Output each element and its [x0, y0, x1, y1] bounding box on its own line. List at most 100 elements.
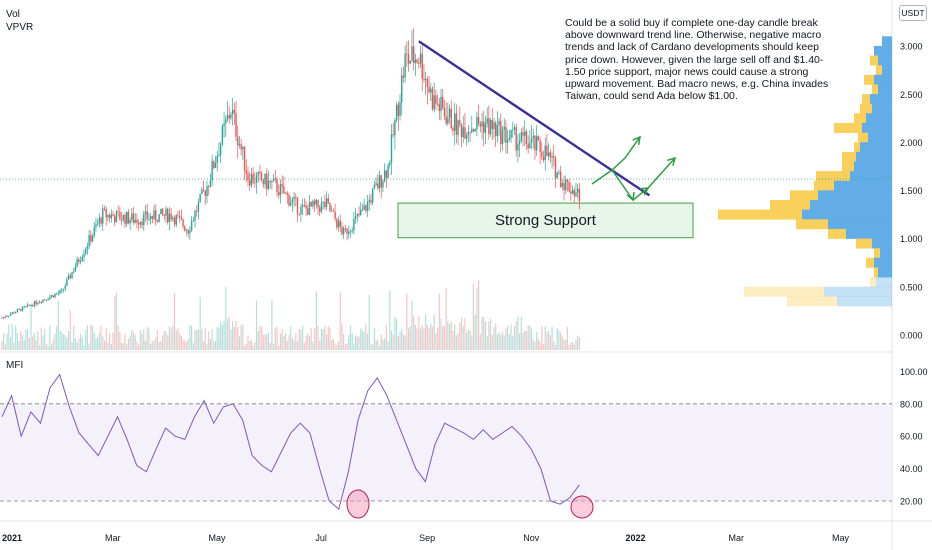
candle-body: [368, 199, 370, 202]
candle-body: [479, 123, 482, 127]
candle-body: [339, 220, 341, 227]
volume-bar: [189, 325, 191, 350]
candle-body: [559, 171, 562, 187]
candle-body: [238, 144, 241, 146]
volume-bar: [489, 318, 492, 350]
volume-bar: [443, 325, 446, 350]
candle-body: [11, 312, 13, 315]
candle-body: [392, 134, 394, 136]
volume-bar: [173, 292, 176, 350]
volume-bar: [261, 326, 263, 350]
volume-bar: [196, 329, 198, 350]
volume-bar: [170, 328, 172, 350]
candle-body: [83, 253, 85, 258]
vpvr-up-bar: [880, 248, 892, 259]
price-tick-label: 3.000: [900, 42, 923, 52]
volume-bar: [349, 325, 352, 350]
candle-body: [481, 121, 483, 127]
volume-bar: [109, 333, 111, 350]
volume-bar: [319, 340, 321, 350]
overlay: [0, 40, 892, 202]
candle-body: [163, 214, 165, 216]
volume-bar: [542, 344, 545, 350]
volume-bar: [52, 339, 54, 350]
candle-body: [122, 214, 124, 221]
volume-bar: [307, 333, 309, 350]
candle-body: [307, 208, 309, 215]
volume-bar: [151, 340, 153, 350]
candle-body: [518, 141, 521, 145]
volume-bar: [134, 335, 136, 350]
vpvr-up-bar: [868, 132, 892, 143]
volume-bar: [409, 326, 411, 350]
candle-body: [424, 78, 427, 81]
volume-bar: [257, 331, 259, 350]
volume-bar: [305, 335, 307, 350]
currency-badge[interactable]: USDT: [899, 5, 927, 21]
candle-body: [484, 123, 487, 133]
volume-bar: [177, 328, 179, 350]
candle-body: [202, 189, 205, 191]
candle-body: [139, 221, 142, 225]
volume-bar: [127, 338, 130, 350]
candle-body: [443, 107, 446, 116]
candle-body: [223, 123, 225, 127]
volume-bar: [191, 325, 193, 350]
candle-body: [281, 184, 283, 187]
volume-bar: [433, 314, 435, 350]
candle-body: [390, 134, 393, 163]
volume-bar: [255, 300, 258, 350]
price-tick-label: 1.500: [900, 186, 923, 196]
volume-bar: [539, 342, 541, 350]
volume-bar: [298, 329, 300, 350]
candle-body: [57, 293, 60, 294]
volume-bar: [249, 340, 251, 350]
candle-body: [346, 228, 348, 234]
volume-bar: [62, 333, 65, 350]
candle-body: [382, 181, 384, 188]
candle-body: [520, 132, 523, 142]
candle-body: [462, 127, 464, 138]
volume-bar: [431, 326, 434, 350]
candle-body: [506, 140, 509, 143]
candle-body: [235, 113, 237, 137]
volume-bar: [44, 328, 46, 350]
candle-body: [23, 306, 25, 308]
vpvr-up-bar: [874, 45, 892, 56]
vpvr-up-bar: [802, 209, 892, 220]
vpvr-down-bar: [870, 277, 876, 288]
vpvr-down-bar: [872, 84, 878, 95]
candle-body: [291, 199, 294, 203]
volume-bar: [421, 324, 423, 350]
volume-bar: [33, 333, 36, 350]
volume-bar: [472, 283, 475, 350]
candle-body: [276, 179, 278, 193]
vpvr-up-bar: [878, 267, 892, 278]
volume-bar: [114, 296, 116, 350]
vpvr-up-bar: [876, 277, 892, 288]
candle-body: [289, 202, 292, 206]
volume-bar: [225, 286, 227, 350]
candle-body: [79, 260, 82, 262]
vpvr-down-bar: [718, 209, 802, 220]
candle-body: [351, 230, 353, 232]
volume-bar: [563, 339, 565, 350]
candle-body: [197, 201, 200, 212]
vpvr-down-bar: [816, 171, 850, 182]
candle-body: [33, 301, 36, 306]
volume-bar: [221, 324, 223, 350]
volume-bar: [18, 341, 20, 350]
candle-body: [305, 205, 307, 209]
volume-bar: [437, 327, 439, 350]
volume-bar: [551, 326, 553, 350]
projection-arrow: [611, 169, 634, 201]
volume-bar: [471, 335, 473, 350]
volume-bar: [332, 338, 335, 350]
volume-bar: [150, 343, 152, 350]
volume-bar: [281, 329, 283, 350]
candle-body: [486, 118, 488, 124]
candle-body: [423, 78, 425, 81]
vpvr-up-bar: [872, 103, 892, 114]
volume-bar: [404, 335, 406, 350]
